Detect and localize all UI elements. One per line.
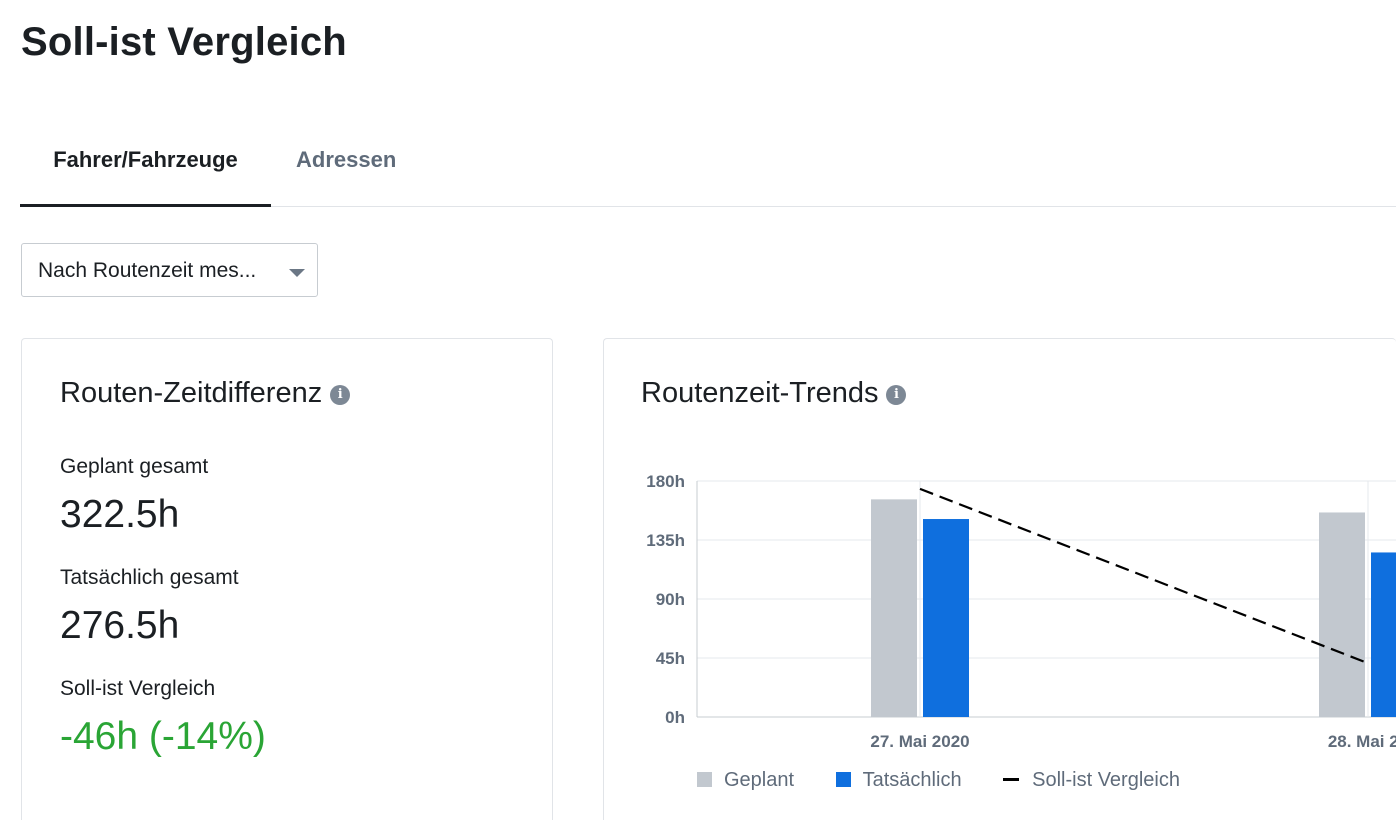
route-time-trends-card: Routenzeit-Trends i 0h 45h 90h 135h 180h 27. M… xyxy=(603,338,1396,820)
y-tick-label: 90h xyxy=(656,590,685,609)
measure-select-value: Nach Routenzeit mes... xyxy=(38,259,257,282)
info-icon[interactable]: i xyxy=(330,385,351,405)
card-title-text: Routenzeit-Trends xyxy=(641,377,879,409)
route-time-difference-card: Routen-Zeitdifferenz i Geplant gesamt 322… xyxy=(21,338,553,820)
legend-label: Tatsächlich xyxy=(862,769,962,791)
x-tick-label: 28. Mai 20 xyxy=(1328,732,1396,751)
legend-item-geplant[interactable]: Geplant xyxy=(697,769,794,792)
measure-select[interactable]: Nach Routenzeit mes... xyxy=(21,243,318,297)
y-tick-label: 0h xyxy=(665,708,685,727)
bar-geplant xyxy=(871,499,917,717)
legend-label: Geplant xyxy=(724,769,795,791)
bar-tatsaechlich xyxy=(923,519,969,717)
difference-value: -46h (-14%) xyxy=(60,715,266,758)
legend-item-soll-ist[interactable]: Soll-ist Vergleich xyxy=(1003,769,1180,792)
tab-bar: Fahrer/Fahrzeuge Adressen xyxy=(20,120,1396,207)
tab-fahrer-fahrzeuge[interactable]: Fahrer/Fahrzeuge xyxy=(20,120,271,207)
y-tick-label: 45h xyxy=(656,649,685,668)
legend-swatch-geplant xyxy=(697,772,712,787)
legend-label: Soll-ist Vergleich xyxy=(1032,769,1180,791)
y-tick-label: 135h xyxy=(646,531,685,550)
planned-total-value: 322.5h xyxy=(60,493,180,536)
route-time-trend-chart: 0h 45h 90h 135h 180h 27. Mai 2020 28. Mai 20 xyxy=(646,472,1396,751)
bar-geplant xyxy=(1319,512,1365,717)
x-tick-label: 27. Mai 2020 xyxy=(870,732,969,751)
card-title: Routen-Zeitdifferenz i xyxy=(60,377,351,410)
planned-total-label: Geplant gesamt xyxy=(60,455,209,478)
legend-swatch-tatsaechlich xyxy=(835,772,851,787)
y-tick-label: 180h xyxy=(646,472,685,491)
actual-total-label: Tatsächlich gesamt xyxy=(60,566,239,589)
legend-line-soll-ist xyxy=(1003,778,1020,781)
legend-item-tatsaechlich[interactable]: Tatsächlich xyxy=(835,769,962,792)
info-icon[interactable]: i xyxy=(886,385,907,405)
actual-total-value: 276.5h xyxy=(60,604,180,647)
chart-legend: Geplant Tatsächlich Soll-ist Vergleich xyxy=(697,769,1216,792)
bar-tatsaechlich xyxy=(1371,552,1396,717)
line-soll-ist-vergleich xyxy=(919,487,1369,665)
tab-adressen[interactable]: Adressen xyxy=(296,147,397,172)
caret-down-icon xyxy=(289,269,305,277)
card-title: Routenzeit-Trends i xyxy=(641,377,907,410)
card-title-text: Routen-Zeitdifferenz xyxy=(60,377,323,409)
difference-label: Soll-ist Vergleich xyxy=(60,677,216,700)
page-title: Soll-ist Vergleich xyxy=(21,20,347,64)
